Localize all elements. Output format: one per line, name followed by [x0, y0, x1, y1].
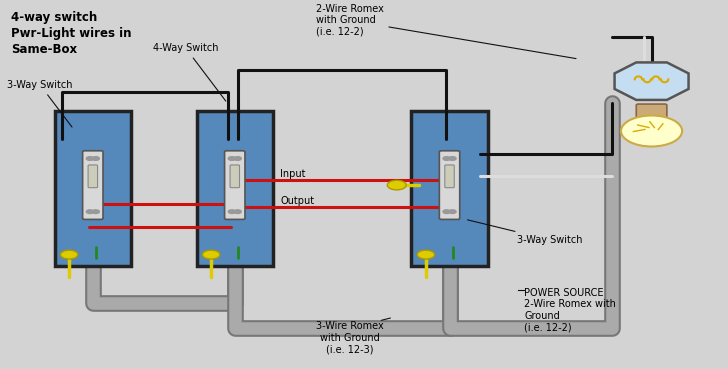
Text: 3-Way Switch: 3-Way Switch [7, 80, 73, 127]
Circle shape [443, 210, 450, 214]
Circle shape [92, 157, 99, 161]
FancyBboxPatch shape [224, 151, 245, 220]
Circle shape [448, 210, 456, 214]
FancyBboxPatch shape [411, 111, 488, 266]
Circle shape [202, 250, 220, 259]
FancyBboxPatch shape [197, 111, 273, 266]
Circle shape [443, 157, 450, 161]
FancyBboxPatch shape [83, 151, 103, 220]
Circle shape [417, 250, 435, 259]
FancyBboxPatch shape [88, 165, 98, 188]
FancyBboxPatch shape [445, 165, 454, 188]
Text: POWER SOURCE
2-Wire Romex with
Ground
(i.e. 12-2): POWER SOURCE 2-Wire Romex with Ground (i… [524, 288, 616, 332]
Text: 3-Way Switch: 3-Way Switch [467, 220, 582, 245]
Circle shape [60, 250, 78, 259]
Circle shape [229, 157, 236, 161]
FancyBboxPatch shape [440, 151, 460, 220]
Text: Input: Input [280, 169, 306, 179]
Circle shape [387, 180, 406, 190]
Circle shape [621, 115, 682, 146]
Polygon shape [614, 62, 689, 100]
Text: 2-Wire Romex
with Ground
(i.e. 12-2): 2-Wire Romex with Ground (i.e. 12-2) [315, 4, 576, 59]
Circle shape [229, 210, 236, 214]
Text: 3-Wire Romex
with Ground
(i.e. 12-3): 3-Wire Romex with Ground (i.e. 12-3) [315, 321, 384, 354]
Text: 4-Way Switch: 4-Way Switch [153, 43, 226, 101]
Circle shape [87, 157, 93, 161]
FancyBboxPatch shape [230, 165, 240, 188]
Circle shape [234, 210, 242, 214]
Circle shape [87, 210, 93, 214]
Text: Output: Output [280, 196, 314, 206]
Circle shape [234, 157, 242, 161]
Text: 4-way switch
Pwr-Light wires in
Same-Box: 4-way switch Pwr-Light wires in Same-Box [11, 11, 132, 56]
Circle shape [448, 157, 456, 161]
Circle shape [92, 210, 99, 214]
FancyBboxPatch shape [55, 111, 131, 266]
FancyBboxPatch shape [636, 104, 667, 121]
